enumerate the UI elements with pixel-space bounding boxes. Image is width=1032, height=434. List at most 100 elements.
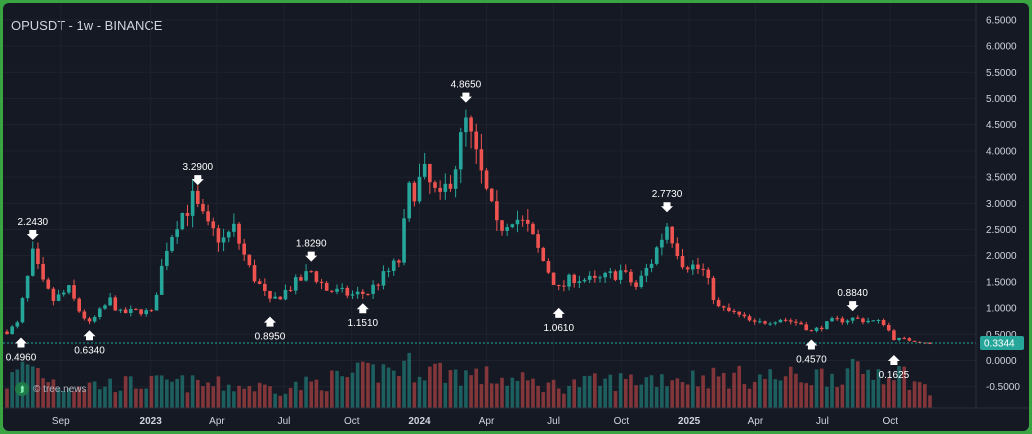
candle-body — [876, 319, 881, 321]
candle-body — [577, 281, 582, 283]
volume-bar — [696, 386, 700, 408]
candle-body — [67, 285, 71, 293]
volume-bar — [727, 388, 731, 408]
candle-body — [917, 341, 922, 343]
candle-body — [696, 264, 700, 269]
candle-body — [15, 322, 20, 327]
candle-body — [649, 263, 654, 269]
watermark: ⮭ © tree.news — [15, 382, 87, 396]
candle-body — [783, 319, 788, 321]
arrow-up-icon — [552, 307, 565, 318]
volume-bar — [850, 358, 855, 408]
candle-body — [232, 223, 236, 232]
volume-bar — [92, 381, 97, 408]
volume-bar — [716, 376, 721, 408]
volume-bar — [149, 375, 154, 408]
annotation-label: 1.1510 — [347, 318, 378, 329]
candle-body — [763, 321, 767, 324]
price-axis[interactable]: -0.5000 0.0000 0.5000 1.0000 1.5000 2.0000 2.5… — [986, 15, 1020, 393]
volume-bar — [680, 382, 685, 408]
y-tick-label: 4.5000 — [986, 120, 1017, 131]
volume-bar — [464, 370, 468, 408]
candle-body — [680, 256, 685, 268]
candle-body — [335, 288, 339, 292]
candle-body — [72, 285, 76, 299]
volume-bar — [902, 366, 907, 408]
volume-bar — [706, 388, 711, 408]
arrow-up-icon — [263, 316, 276, 327]
volume-bar — [814, 369, 819, 408]
x-tick-label: Apr — [479, 416, 495, 427]
candle-body — [598, 277, 602, 279]
candle-body — [572, 274, 577, 283]
volume-bar — [701, 375, 705, 408]
candle-body — [892, 330, 896, 341]
arrow-up-icon — [805, 339, 818, 350]
volume-bar — [417, 376, 422, 408]
candlestick-chart[interactable]: 0.4960 2.2430 0.6340 3.2900 0.8950 1.8290 1.15… — [3, 3, 1029, 431]
y-tick-label: 0.0000 — [986, 356, 1017, 367]
candle-body — [371, 284, 375, 294]
candle-body — [732, 310, 736, 312]
volume-bar — [644, 377, 649, 408]
volume-bar — [598, 385, 602, 408]
candle-body — [330, 290, 334, 292]
volume-bar — [505, 385, 509, 408]
candle-body — [211, 221, 216, 229]
candle-body — [391, 260, 396, 271]
volume-bar — [376, 382, 381, 408]
candle-body — [340, 287, 344, 289]
candle-body — [814, 327, 819, 331]
chart-frame: OPUSDT - 1w - BINANCE 0.4960 2.2430 0.6340… — [3, 3, 1029, 431]
candle-body — [654, 247, 659, 264]
volume-bar — [319, 390, 324, 408]
x-tick-label: 2025 — [678, 416, 701, 427]
volume-bar — [340, 376, 344, 408]
candle-body — [794, 321, 798, 323]
price-annotation: 0.8950 — [255, 316, 286, 343]
candle-body — [350, 294, 355, 296]
candle-body — [304, 271, 308, 281]
volume-bar — [61, 390, 66, 408]
arrow-down-icon — [459, 92, 472, 103]
candle-body — [629, 271, 633, 283]
candle-body — [623, 270, 628, 272]
candle-body — [422, 163, 427, 177]
volume-bar — [510, 377, 515, 408]
candle-body — [525, 219, 530, 224]
volume-bar — [355, 362, 360, 408]
volume-bar — [520, 372, 525, 408]
volume-bar — [649, 375, 654, 408]
candle-body — [747, 316, 752, 321]
volume-bar — [856, 361, 860, 408]
volume-bar — [335, 370, 339, 408]
volume-bar — [556, 388, 561, 408]
volume-bar — [221, 390, 226, 408]
candle-body — [587, 275, 592, 280]
candle-body — [706, 269, 711, 278]
volume-bar — [752, 381, 757, 408]
candle-body — [840, 318, 845, 323]
last-price-text: 0.3344 — [984, 338, 1015, 349]
candle-body — [82, 311, 87, 319]
volume-bar — [5, 388, 9, 408]
candle-body — [856, 317, 860, 319]
candle-body — [788, 320, 793, 322]
volume-bar — [134, 388, 138, 408]
volume-bar — [402, 360, 406, 408]
candle-body — [505, 227, 509, 231]
volume-bar — [845, 368, 850, 408]
volume-bar — [665, 386, 669, 408]
candle-body — [123, 309, 128, 314]
candle-body — [608, 271, 613, 273]
volume-bar — [67, 388, 71, 408]
time-axis[interactable]: Sep 2023 Apr Jul Oct 2024 Apr Jul Oct 2025 Apr Jul O… — [52, 416, 898, 427]
volume-bar — [737, 365, 742, 408]
price-annotation: 0.1625 — [879, 354, 910, 381]
volume-bar — [226, 384, 231, 408]
volume-bar — [159, 375, 164, 408]
volume-bar — [139, 388, 143, 408]
volume-bar — [840, 384, 845, 408]
volume-bar — [835, 386, 839, 408]
arrow-down-icon — [661, 202, 674, 213]
